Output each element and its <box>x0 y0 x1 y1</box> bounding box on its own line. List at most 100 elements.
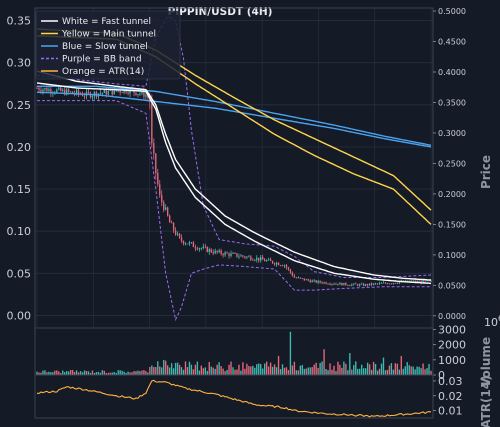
candle-body <box>426 280 428 282</box>
volume-bar <box>206 370 208 375</box>
volume-bar <box>412 366 414 375</box>
volume-bar <box>109 372 111 375</box>
candle-body <box>263 259 266 262</box>
volume-bar <box>218 362 220 375</box>
candle-body <box>430 280 432 282</box>
volume-bar <box>347 370 349 375</box>
candle-body <box>137 94 139 96</box>
volume-bar <box>236 369 238 375</box>
candle-body <box>414 281 416 283</box>
volume-bar <box>418 366 420 375</box>
volume-bar <box>71 370 74 375</box>
volume-bar <box>147 372 149 375</box>
candle-body <box>406 280 408 282</box>
volume-bar <box>149 366 151 375</box>
price-right-axis: 0.0000 0.0500 0.1000 0.1500 0.2000 0.2500 0.30… <box>433 7 466 321</box>
volume-bar <box>355 361 357 375</box>
volume-bar <box>67 371 70 375</box>
candle-body <box>293 275 296 278</box>
volume-bar <box>319 362 321 375</box>
candle-body <box>141 91 143 94</box>
volume-bar <box>44 370 46 375</box>
volume-bar <box>50 372 52 375</box>
price-right-tick-label: 0.2500 <box>438 159 466 168</box>
candle-body <box>355 283 357 285</box>
volume-bar <box>77 372 80 375</box>
candle-body <box>230 253 232 257</box>
atr-tick-label: 0.01 <box>438 405 463 418</box>
price-left-tick-label: 0.05 <box>7 267 32 280</box>
volume-bar <box>305 368 307 375</box>
candle-body <box>428 280 430 282</box>
volume-bar <box>368 364 371 375</box>
volume-bar <box>323 349 325 375</box>
volume-bar <box>252 365 254 375</box>
legend-box <box>35 10 181 80</box>
candle-body <box>121 92 123 94</box>
volume-bar <box>414 369 416 375</box>
volume-bar <box>329 363 331 375</box>
volume-bar <box>165 360 167 375</box>
candle-body <box>40 90 42 92</box>
volume-bar <box>73 371 76 375</box>
volume-bar <box>299 365 302 375</box>
candle-body <box>151 102 153 144</box>
candle-body <box>44 88 46 90</box>
atr-panel-frame <box>34 374 434 419</box>
candle-body <box>109 89 111 91</box>
price-left-tick-label: 0.20 <box>7 141 32 154</box>
candle-body <box>176 233 179 235</box>
volume-bar <box>370 369 373 375</box>
candle-body <box>362 283 365 286</box>
candle-body <box>254 259 256 261</box>
candle-body <box>172 222 175 231</box>
candle-body <box>147 94 149 98</box>
candle-body <box>291 272 294 276</box>
volume-bar <box>117 370 119 375</box>
volume-bar <box>430 370 432 375</box>
candle-body <box>157 172 159 185</box>
candle-body <box>343 282 345 286</box>
volume-bar <box>85 370 88 375</box>
volume-bar <box>289 331 292 375</box>
volume-bar <box>364 368 367 375</box>
volume-bar <box>313 364 315 375</box>
candle-body <box>372 283 375 285</box>
volume-bar <box>303 368 305 375</box>
candle-body <box>394 282 397 284</box>
price-right-tick-label: 0.0000 <box>438 312 466 321</box>
candle-body <box>337 283 339 285</box>
price-left-tick-label: 0.10 <box>7 225 32 238</box>
volume-bar <box>127 371 129 375</box>
candle-body <box>420 281 422 283</box>
candle-body <box>58 87 60 90</box>
candle-body <box>287 267 290 270</box>
atr-axis: 0.01 0.02 0.03 <box>433 375 463 418</box>
volume-bar <box>163 359 165 375</box>
atr-panel: 0.01 0.02 0.03 ATR(14) <box>34 374 493 427</box>
candle-body <box>244 256 246 258</box>
candle-body <box>424 280 426 282</box>
volume-bar <box>410 366 412 375</box>
volume-bar <box>307 367 309 375</box>
candle-body <box>105 89 107 95</box>
candle-body <box>180 237 183 241</box>
volume-bar <box>166 365 169 375</box>
volume-bar <box>91 370 94 375</box>
volume-bar <box>337 361 339 375</box>
candle-body <box>204 246 206 248</box>
volume-bar <box>238 364 240 375</box>
candle-body <box>327 283 329 285</box>
volume-bar <box>113 372 115 375</box>
volume-bar <box>376 370 379 375</box>
volume-tick-label: 2000 <box>438 339 466 352</box>
volume-bar <box>153 366 155 375</box>
candle-body <box>182 240 185 244</box>
candle-body <box>351 284 353 286</box>
candle-body <box>382 282 385 284</box>
candle-body <box>299 277 302 279</box>
volume-bar <box>388 365 391 375</box>
volume-bar <box>79 371 82 375</box>
volume-bar <box>351 369 353 375</box>
